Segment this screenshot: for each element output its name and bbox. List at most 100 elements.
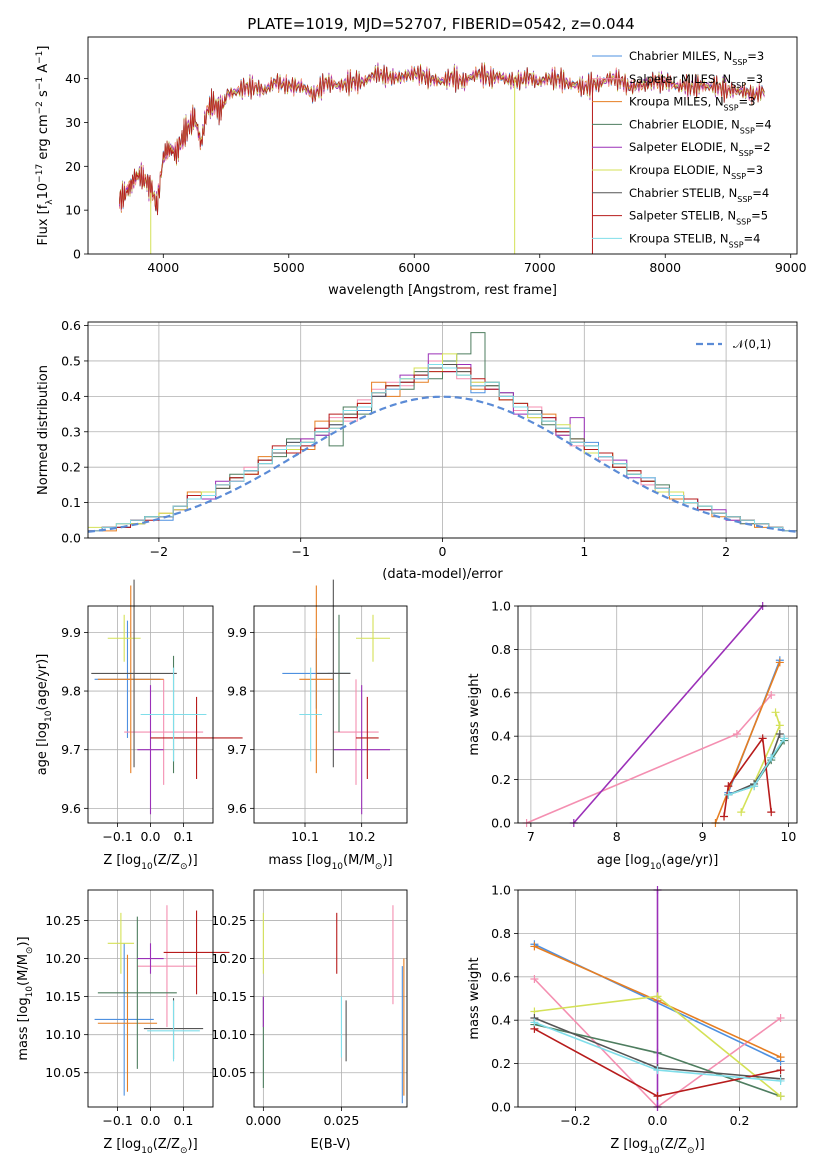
mass-ebv-ytick: 10.20 (211, 951, 247, 966)
age-z-xlabel: Z [log10(Z/Z⊙)] (103, 853, 197, 872)
age-z-point (140, 667, 207, 762)
age-z-ytick: 9.8 (61, 684, 81, 699)
spectrum-ytick: 0 (73, 247, 81, 262)
mass-z-xlabel: Z [log10(Z/Z⊙)] (103, 1137, 197, 1156)
mw-age-line (573, 605, 764, 824)
mass-ebv-xtick: 0.000 (245, 1113, 281, 1128)
spectrum-legend: Chabrier MILES, NSSP=3 Salpeter MILES, NS… (592, 49, 772, 249)
mw-age-marker (758, 734, 767, 743)
spectrum-ytick: 30 (65, 115, 81, 130)
mass-z-point (137, 943, 164, 974)
spectrum-xtick: 7000 (524, 260, 556, 275)
spectrum-xtick: 6000 (398, 260, 430, 275)
hist-xtick: 2 (722, 544, 730, 559)
mass-z-point (163, 910, 230, 995)
spectrum-ylabel: Flux [fλ10−17 erg cm−2 s−1 A−1] (35, 46, 55, 246)
mw-z-marker (530, 1018, 539, 1027)
mw-age-xlabel: age [log10(age/yr)] (597, 853, 719, 872)
mw-z-marker (653, 992, 662, 1001)
mw-age-marker (775, 721, 784, 730)
mass-z-point (97, 916, 177, 1069)
mass-z-ytick: 10.25 (45, 913, 81, 928)
age-z-xtick: −0.1 (102, 829, 132, 844)
mw-z-marker (530, 942, 539, 951)
mass-z-xtick: −0.1 (102, 1113, 132, 1128)
age-z-point (124, 679, 204, 785)
mass-ylabel: mass [log10(M/M⊙)] (16, 936, 35, 1060)
ebv-xlabel: E(B-V) (310, 1137, 350, 1152)
hist-xtick: −1 (291, 544, 309, 559)
mw-age-line (723, 736, 772, 817)
gauss-curve (87, 395, 798, 533)
mw-age-marker (775, 730, 784, 739)
mass-ebv-ytick: 10.25 (211, 913, 247, 928)
mw-z-marker (653, 1066, 662, 1075)
mw-z-xtick: 0.0 (648, 1113, 668, 1128)
spectrum-xtick: 8000 (649, 260, 681, 275)
age-mass-ytick: 9.9 (227, 625, 247, 640)
age-mass-point (356, 614, 390, 662)
mass-ebv-xtick: 0.025 (324, 1113, 360, 1128)
mw-age-ytick: 0.2 (491, 772, 511, 787)
legend-entry: Salpeter MILES, NSSP=3 (629, 72, 763, 90)
hist-ytick: 0.0 (61, 531, 81, 546)
age-z-point (91, 579, 177, 768)
hist-frame (87, 321, 798, 539)
legend-entry: Kroupa MILES, NSSP=3 (629, 95, 755, 113)
mass-z-point (97, 954, 158, 1092)
legend-entry: Chabrier ELODIE, NSSP=4 (629, 117, 772, 135)
gauss-legend-label: 𝒩(0,1) (733, 337, 771, 351)
spectrum-frame (87, 36, 798, 255)
age-z-point (107, 614, 141, 662)
mw-age-xtick: 10 (780, 829, 796, 844)
mw-age-line (526, 694, 772, 824)
age-mass-point (356, 696, 379, 780)
age-z-point (150, 696, 243, 780)
mass-z-point (147, 1000, 200, 1062)
mw-z-marker (776, 1053, 785, 1062)
hist-ylabel: Normed distribution (36, 365, 51, 495)
mass-z-xtick: 0.0 (141, 1113, 161, 1128)
hist-ytick: 0.6 (61, 318, 81, 333)
mw-age-frame (517, 605, 798, 824)
mw-age-marker (724, 782, 733, 791)
mw-age-marker (780, 734, 789, 743)
mass-z-point (137, 905, 197, 1028)
spectrum-axes: 4000 5000 6000 7000 8000 9000 0 10 20 30 40 (65, 71, 807, 275)
age-z-ytick: 9.7 (61, 742, 81, 757)
legend-entry: Chabrier MILES, NSSP=3 (629, 49, 764, 67)
mass-z-xtick: 0.1 (173, 1113, 193, 1128)
mw-age-ytick: 0.8 (491, 642, 511, 657)
mw-z-frame (517, 889, 798, 1108)
hist-xtick: 0 (439, 544, 447, 559)
mw-age-xtick: 9 (699, 829, 707, 844)
spectrum-xlabel: wavelength [Angstrom, rest frame] (328, 283, 557, 298)
age-mass-point (299, 585, 334, 774)
mw-z-marker (653, 1092, 662, 1101)
mw-z-marker (776, 1066, 785, 1075)
mw-age-ylabel: mass weight (467, 673, 482, 755)
mass-ebv-axes: 0.000 0.025 10.05 10.10 10.15 10.20 10.25 (211, 890, 407, 1128)
mass-z-ytick: 10.10 (45, 1027, 81, 1042)
mw-age-marker (732, 730, 741, 739)
spectrum-ytick: 20 (65, 159, 81, 174)
mw-age-ytick: 0.4 (491, 729, 511, 744)
hist-xlabel: (data-model)/error (382, 567, 503, 582)
spectrum-xtick: 4000 (147, 260, 179, 275)
mass-ebv-ytick: 10.15 (211, 989, 247, 1004)
hist-step (88, 364, 797, 532)
mw-z-marker (776, 1092, 785, 1101)
mw-z-ytick: 0.6 (491, 969, 511, 984)
legend-entry: Salpeter ELODIE, NSSP=2 (629, 140, 771, 158)
spectrum-line (119, 62, 765, 216)
legend-entry: Kroupa STELIB, NSSP=4 (629, 231, 760, 249)
mass-z-ytick: 10.20 (45, 951, 81, 966)
mw-z-ylabel: mass weight (467, 957, 482, 1039)
mw-age-marker (720, 812, 729, 821)
hist-ytick: 0.4 (61, 389, 81, 404)
mass-z-point (94, 943, 154, 1096)
age-mass-frame (253, 605, 408, 824)
mw-age-marker (775, 658, 784, 667)
mass-ebv-ytick: 10.10 (211, 1027, 247, 1042)
